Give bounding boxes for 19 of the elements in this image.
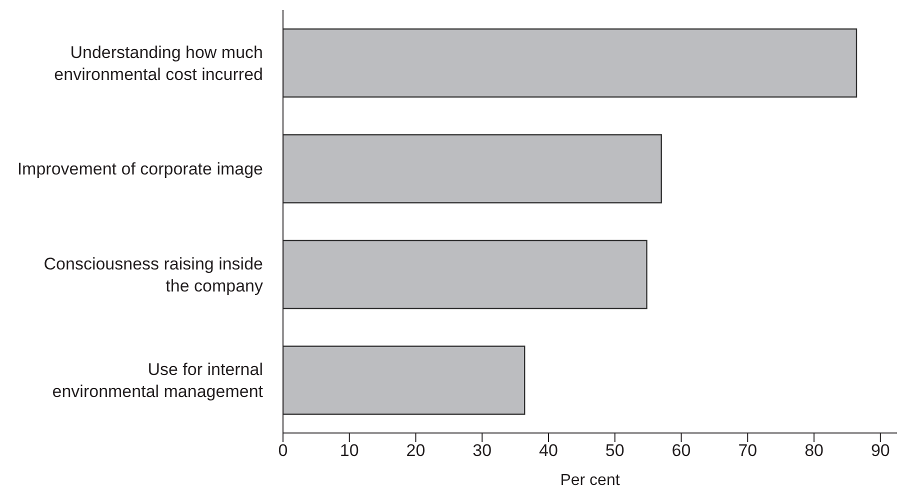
y-tick-label: Use for internal environmental management [52,360,264,401]
y-tick-label: Understanding how much environmental cost incurred [54,42,263,84]
y-tick-label: Consciousness raising inside the company [44,254,264,295]
x-tick-label: 40 [539,441,558,460]
x-tick-label: 30 [472,441,492,460]
x-tick-label: 0 [278,441,288,460]
x-tick-label: 90 [870,441,890,460]
x-tick-label: 80 [804,441,824,460]
bar [283,346,526,415]
y-tick-label: Improvement of corporate image [17,159,263,178]
bar [283,134,662,204]
bar [283,240,648,310]
x-axis-title: Per cent [560,472,620,489]
bar [283,28,858,98]
x-tick-label: 50 [605,441,624,460]
x-tick-label: 60 [672,441,691,460]
x-tick-label: 10 [340,441,359,460]
x-tick-label: 70 [738,441,758,460]
x-tick-label: 20 [406,441,426,460]
